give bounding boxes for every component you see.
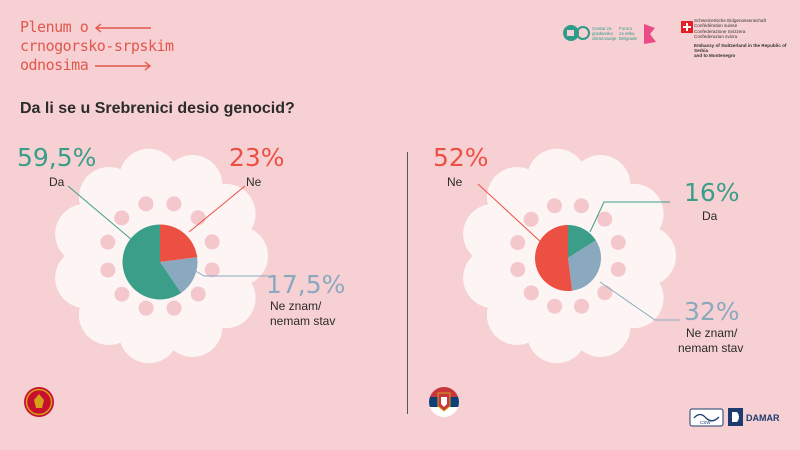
label-neznam-pct-right: 32% <box>684 297 740 326</box>
swiss-embassy-text: Schweizerische Eidgenossenschaft Confédé… <box>694 18 787 59</box>
arrow-right-icon <box>95 60 152 71</box>
flower-inner-dot <box>100 262 116 278</box>
pie-slice-ne-znam-nemam-stav <box>568 240 601 291</box>
leader-neznam-left <box>193 269 272 277</box>
pie-slice-da <box>122 224 182 300</box>
flower-inner-dot <box>523 211 539 227</box>
damar-logo-text: DAMAR <box>746 413 780 423</box>
label-ne-pct-left: 23% <box>229 143 285 172</box>
label-da-pct-left: 59,5% <box>17 143 96 172</box>
label-ne-pct-right: 52% <box>433 143 489 172</box>
flower-inner-dot <box>166 196 182 212</box>
pie-slice-ne-znam-nemam-stav <box>160 257 198 294</box>
label-ne-left: Ne <box>246 175 262 189</box>
label-neznam-pct-left: 17,5% <box>266 270 345 299</box>
flower-inner-dot <box>114 210 130 226</box>
leader-da-left <box>67 185 133 241</box>
brand-line-1: Plenum o <box>20 18 89 36</box>
leader-ne-left <box>188 185 246 233</box>
flower-inner-dot <box>547 298 563 314</box>
flower-inner-dot <box>190 286 206 302</box>
flower-inner-dot <box>114 286 130 302</box>
question-title: Da li se u Srebrenici desio genocid? <box>20 100 295 117</box>
flower-inner-dot <box>190 210 206 226</box>
csw-logo-text: CSW <box>700 420 711 425</box>
arrow-left-icon <box>95 22 152 33</box>
flower-inner-dot <box>523 285 539 301</box>
flower-inner-dot <box>204 262 220 278</box>
flower-inner-dot <box>138 300 154 316</box>
pie-slice-da <box>568 225 596 258</box>
pink-logo <box>641 22 659 51</box>
flower-inner-dot <box>597 211 613 227</box>
cgo-logo-text: Centar za građansko obrazovanje <box>592 26 617 41</box>
swiss-flag <box>681 20 693 38</box>
label-da-right: Da <box>702 209 718 223</box>
serbia-flag-icon <box>429 387 459 417</box>
csw-logo: CSW <box>689 408 724 427</box>
leader-da-right <box>589 201 670 233</box>
label-neznam-left-2: nemam stav <box>270 314 335 328</box>
flower-inner-dot <box>610 261 626 277</box>
pie-slice-ne <box>534 225 573 292</box>
brand-logo: Plenum o crnogorsko-srpskim odnosima <box>20 18 174 75</box>
montenegro-flag-icon <box>24 387 54 417</box>
flower-inner-dot <box>574 298 590 314</box>
brand-line-3: odnosima <box>20 56 89 74</box>
pie-slice-ne <box>160 224 198 262</box>
pink-flag-icon <box>644 24 656 44</box>
flower-inner-dot <box>100 234 116 250</box>
label-da-pct-right: 16% <box>684 178 740 207</box>
flower-inner-dot <box>573 198 589 214</box>
flower-inner-dot <box>610 234 626 250</box>
swiss-cross-icon <box>681 21 693 33</box>
label-ne-right: Ne <box>447 175 463 189</box>
flower-inner-dot <box>597 285 613 301</box>
flower-inner-dot <box>546 198 562 214</box>
pie-chart-serbia <box>534 225 601 292</box>
label-neznam-left-1: Ne znam/ <box>270 299 322 313</box>
pie-chart-montenegro <box>122 224 198 300</box>
cgo-logo-icon <box>563 25 590 41</box>
divider <box>407 152 408 414</box>
flower-inner-dot <box>166 300 182 316</box>
flower-inner-dot <box>510 235 526 251</box>
flower-inner-dot <box>138 196 154 212</box>
flower-inner-dot <box>204 234 220 250</box>
leader-neznam-right <box>599 281 680 321</box>
damar-logo: DAMAR <box>728 408 780 426</box>
brand-line-2: crnogorsko-srpskim <box>20 37 174 55</box>
leader-ne-right <box>477 183 557 257</box>
label-neznam-right-1: Ne znam/ <box>686 326 738 340</box>
cgo-logo <box>562 24 592 47</box>
flower-inner-dot <box>510 262 526 278</box>
label-neznam-right-2: nemam stav <box>678 341 743 355</box>
forum-logo-text: Forum za etiku Belgrade <box>619 26 638 41</box>
label-da-left: Da <box>49 175 65 189</box>
